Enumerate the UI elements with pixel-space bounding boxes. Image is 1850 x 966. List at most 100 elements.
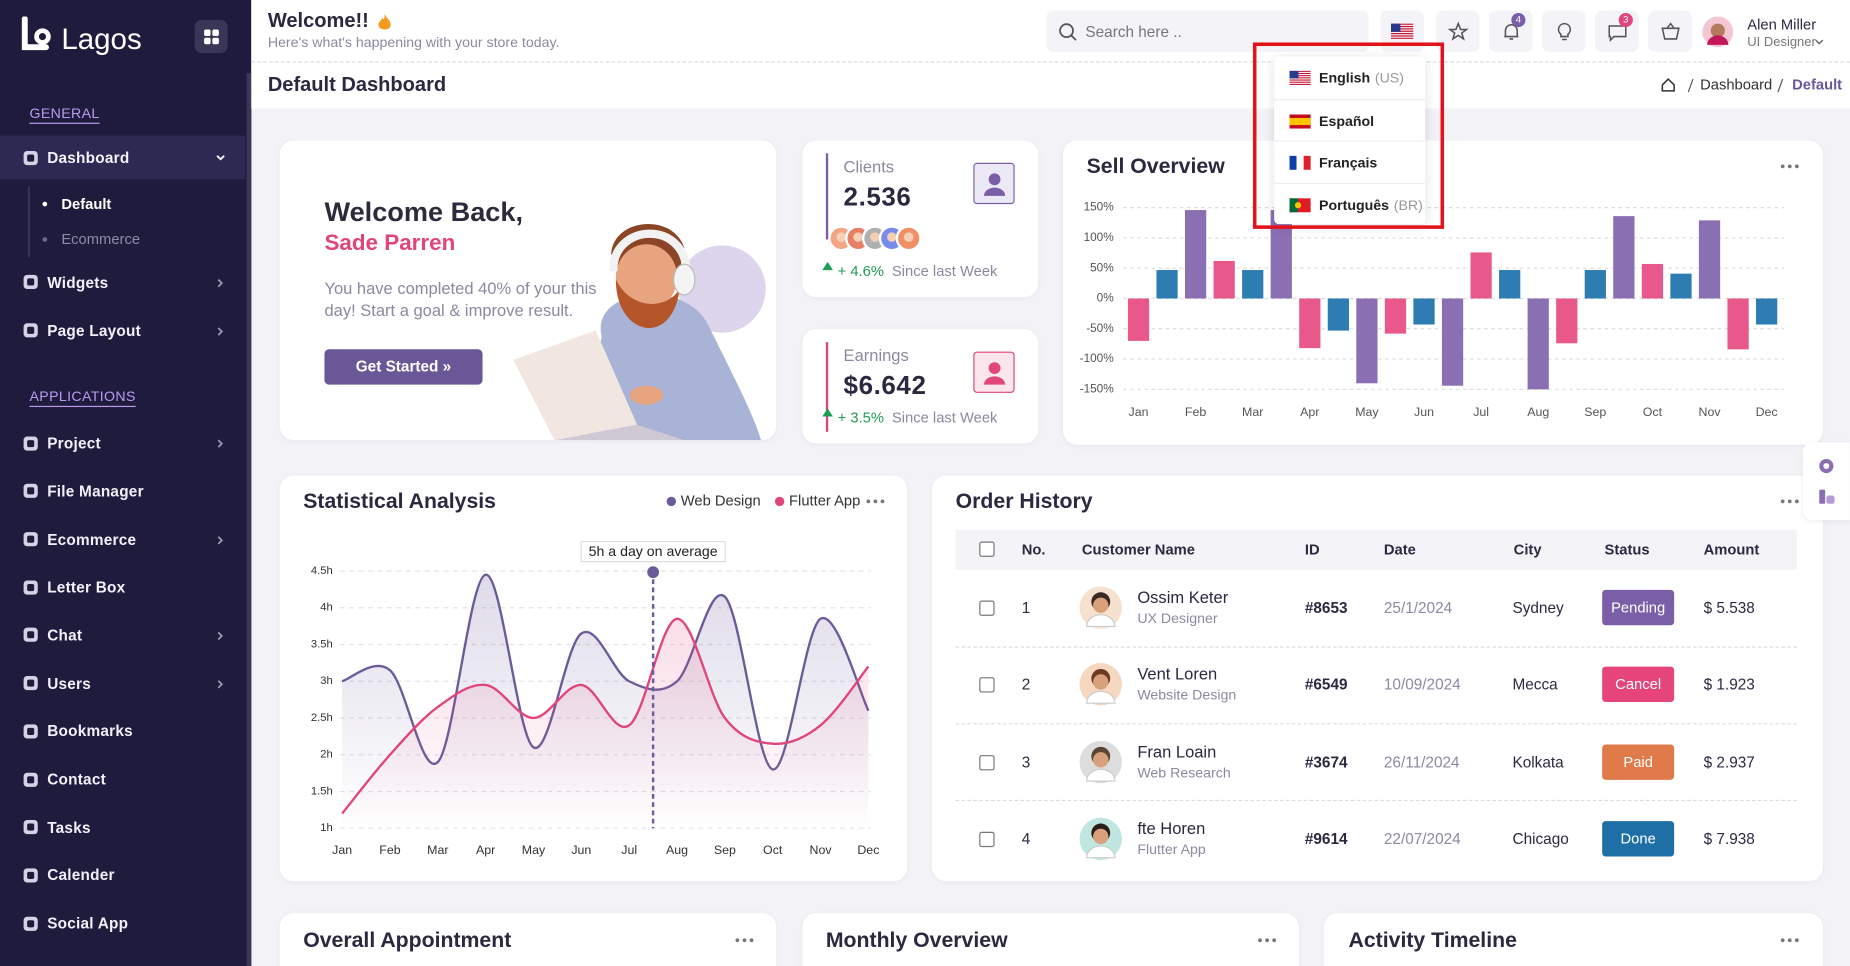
icon-shape [27, 583, 35, 591]
home-icon[interactable] [1660, 77, 1677, 94]
menu-item[interactable]: Page Layout [0, 306, 245, 354]
more-menu[interactable] [734, 936, 755, 945]
bullet [42, 237, 48, 242]
chevron-line [217, 679, 224, 689]
menu-item[interactable]: Bookmarks [0, 707, 245, 755]
checkbox[interactable] [979, 541, 995, 557]
more-menu[interactable] [1779, 936, 1800, 945]
y-tick-label: 150% [1084, 201, 1115, 214]
dot [1794, 164, 1799, 169]
avatar-face [870, 232, 880, 242]
handle [1070, 34, 1077, 41]
stripe [1289, 77, 1311, 79]
stripe [1390, 30, 1414, 32]
checkbox[interactable] [979, 677, 995, 693]
get-started-button[interactable]: Get Started » [324, 349, 483, 385]
flag [1289, 114, 1311, 129]
menu-item[interactable]: Project [0, 419, 245, 467]
legend-marker [666, 496, 677, 507]
avatar-face [1093, 828, 1109, 845]
language-option[interactable]: English (US) [1274, 57, 1425, 99]
canton [1289, 70, 1299, 79]
y-tick-label: 4h [320, 602, 332, 614]
x-tick-label: Sep [714, 843, 736, 857]
customer-avatar [1079, 586, 1122, 629]
language-dropdown: English (US) Español Français Português (BR) [1274, 56, 1426, 225]
checkbox[interactable] [979, 831, 995, 847]
menu-label: Bookmarks [47, 722, 133, 741]
separator [1777, 78, 1784, 93]
header-icon-button[interactable] [1541, 10, 1586, 52]
stripe [1390, 35, 1414, 37]
menu-item[interactable]: Tasks [0, 803, 245, 851]
header-icon-button[interactable] [1648, 10, 1692, 52]
user-role: UI Designer [1747, 35, 1816, 50]
checkbox[interactable] [979, 600, 995, 616]
dot [742, 938, 747, 943]
submenu-label: Default [61, 195, 112, 213]
submenu-item[interactable]: Default [0, 186, 245, 221]
chevron-line [217, 631, 224, 641]
language-region: (BR) [1393, 197, 1423, 214]
menu-item[interactable]: Contact [0, 755, 245, 803]
face [615, 244, 678, 311]
more-menu[interactable] [1779, 162, 1800, 171]
chevron [217, 326, 224, 336]
more-menu[interactable] [865, 497, 886, 506]
customizer-tab[interactable] [1802, 442, 1850, 521]
avatar-face [1093, 597, 1109, 613]
bar [1184, 210, 1207, 299]
menu-item[interactable]: Users [0, 659, 245, 707]
stat-value: 2.536 [843, 181, 912, 212]
bar [1556, 298, 1578, 344]
status-badge[interactable]: Pending [1602, 589, 1675, 626]
chart-title: Sell Overview [1086, 153, 1225, 178]
cell-no: 3 [1021, 752, 1031, 771]
stat-note: Since last Week [891, 263, 998, 280]
menu-item[interactable]: Ecommerce [0, 515, 245, 563]
earcup [673, 263, 696, 296]
language-option[interactable]: Français [1274, 140, 1426, 183]
cell-no: 1 [1021, 598, 1031, 617]
checkbox[interactable] [979, 754, 995, 770]
section-label: GENERAL [29, 105, 100, 122]
logo-mark [21, 16, 49, 51]
menu-icon [23, 868, 38, 883]
dot [1787, 499, 1792, 504]
icon-shape [27, 631, 35, 639]
dot [1794, 938, 1799, 943]
menu-label: File Manager [47, 482, 144, 501]
dot [1780, 499, 1785, 504]
menu-item[interactable]: Letter Box [0, 563, 245, 611]
column-header: Customer Name [1081, 541, 1195, 559]
menu-item[interactable]: Widgets [0, 258, 245, 306]
section-label: APPLICATIONS [29, 388, 136, 406]
menu-item[interactable]: Dashboard [0, 135, 246, 180]
language-option[interactable]: Español [1274, 98, 1426, 141]
header-icon-button[interactable] [1595, 10, 1639, 52]
card [802, 913, 1299, 966]
menu-item[interactable]: File Manager [0, 467, 245, 515]
y-tick-label: 2h [320, 749, 332, 761]
menu-item[interactable]: Social App [0, 899, 245, 947]
avatar-body [1086, 845, 1116, 859]
status-badge[interactable]: Done [1602, 821, 1675, 857]
menu-item[interactable]: Calender [0, 851, 245, 899]
y-tick-label: 1h [320, 822, 332, 834]
x-tick-label: Oct [1643, 405, 1663, 419]
grid-button[interactable] [194, 20, 228, 54]
card [279, 913, 777, 966]
brand: Lagos [61, 23, 142, 57]
more-menu[interactable] [1779, 497, 1800, 506]
cell-city: Mecca [1512, 675, 1558, 694]
breadcrumb-item[interactable]: Dashboard [1700, 76, 1773, 94]
x-tick-label: Mar [427, 843, 448, 857]
submenu-item[interactable]: Ecommerce [0, 222, 245, 257]
status-badge[interactable]: Cancel [1602, 666, 1675, 703]
menu-item[interactable]: Chat [0, 611, 245, 659]
header-icon [1608, 25, 1627, 42]
flag [1289, 156, 1311, 171]
more-menu[interactable] [1256, 936, 1277, 945]
status-badge[interactable]: Paid [1602, 743, 1675, 780]
language-option[interactable]: Português (BR) [1274, 182, 1426, 225]
